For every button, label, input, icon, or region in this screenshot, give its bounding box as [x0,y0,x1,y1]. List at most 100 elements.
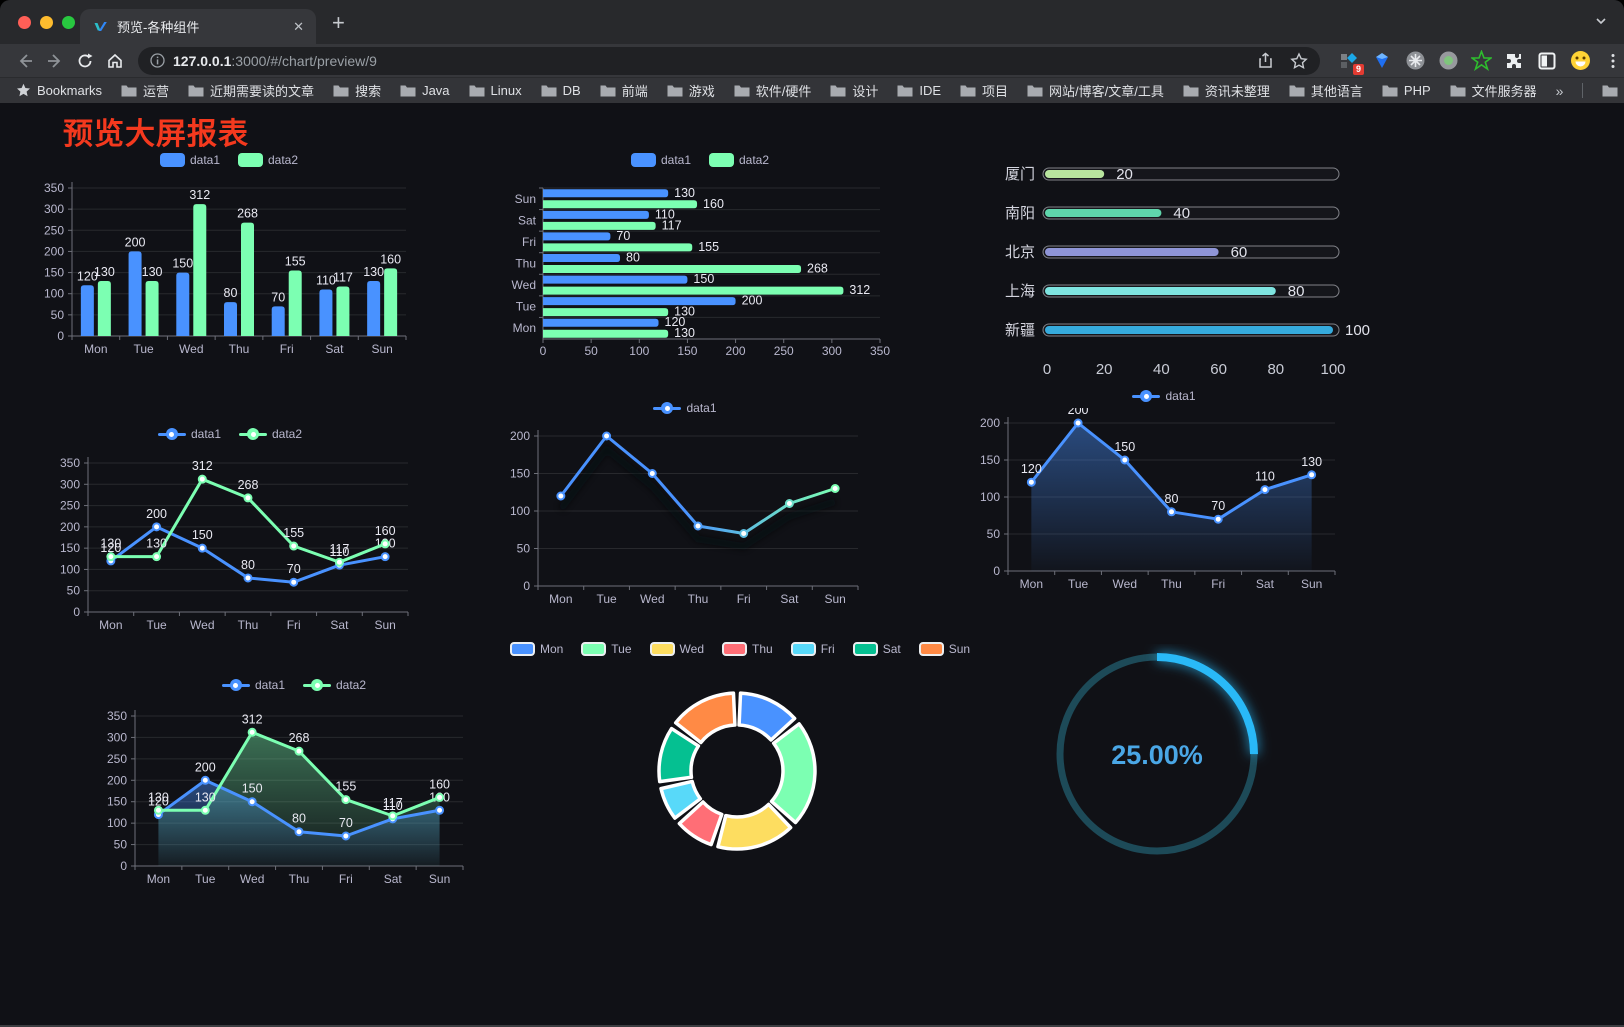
share-icon[interactable] [1257,52,1274,69]
bookmark-folder[interactable]: 网站/博客/文章/工具 [1027,81,1164,100]
minimize-window-button[interactable] [40,16,53,29]
svg-text:150: 150 [192,528,213,542]
bookmark-folder[interactable]: 搜索 [333,81,381,100]
legend-item[interactable]: data1 [630,153,691,167]
legend-item[interactable]: data2 [709,153,769,167]
legend-item[interactable]: data1 [653,401,717,415]
svg-text:200: 200 [195,760,216,774]
legend-item[interactable]: data1 [1132,389,1196,403]
bookmark-folder[interactable]: IDE [897,83,941,98]
address-bar[interactable]: 127.0.0.1:3000/#/chart/preview/9 [138,46,1320,75]
bookmark-folder[interactable]: 近期需要读的文章 [188,81,314,100]
legend-item[interactable]: Mon [509,642,563,656]
tab-search-chevron-icon[interactable] [1594,14,1608,33]
svg-text:40: 40 [1173,205,1190,222]
back-button[interactable] [10,47,40,75]
svg-text:Sun: Sun [429,872,450,886]
legend-item[interactable]: data1 [159,153,220,167]
svg-text:130: 130 [148,790,169,804]
svg-text:Thu: Thu [688,592,709,606]
bookmark-folder-label: 近期需要读的文章 [210,84,315,99]
svg-text:200: 200 [726,344,746,358]
svg-text:0: 0 [120,859,127,873]
legend-item[interactable]: Thu [722,642,773,656]
site-info-icon[interactable] [150,53,165,68]
legend-item[interactable]: Sat [852,642,901,656]
bookmark-folder[interactable]: PHP [1382,83,1431,98]
bookmarks-root[interactable]: Bookmarks [16,83,102,98]
star-extension-icon[interactable] [1470,50,1492,72]
svg-text:120: 120 [1021,462,1042,476]
svg-text:Sat: Sat [384,872,403,886]
other-bookmarks[interactable]: 其他书签 [1602,81,1624,100]
svg-text:Wed: Wed [190,618,214,632]
line-chart-area: data1 0 50 100 150 200 Mon Tue Wed Thu Fri Sat Sun 12… [975,386,1353,601]
reload-button[interactable] [70,47,100,75]
donut-pie-chart: Mon Tue Wed Thu Fri Sat Sun [509,639,970,891]
svg-text:130: 130 [100,537,121,551]
bookmark-folder[interactable]: 项目 [960,81,1008,100]
contrast-extension-icon[interactable] [1536,50,1558,72]
bookmark-folder-label: IDE [919,83,942,98]
svg-text:厦门: 厦门 [1005,166,1035,183]
snowflake-extension-icon[interactable] [1404,50,1426,72]
bookmark-folder[interactable]: 软件/硬件 [734,81,811,100]
record-extension-icon[interactable] [1437,50,1459,72]
browser-toolbar: 127.0.0.1:3000/#/chart/preview/9 9 [0,44,1624,77]
puzzle-extension-icon[interactable] [1503,50,1525,72]
svg-text:80: 80 [1267,361,1284,378]
svg-text:155: 155 [698,240,719,254]
svg-text:Mon: Mon [84,342,107,356]
svg-text:200: 200 [146,507,167,521]
emoji-extension-icon[interactable] [1569,50,1591,72]
extension-grid-icon[interactable]: 9 [1338,50,1364,75]
svg-text:80: 80 [241,558,255,572]
bookmark-folder[interactable]: Java [400,83,450,98]
svg-text:40: 40 [1153,361,1170,378]
svg-text:200: 200 [107,773,127,787]
svg-text:200: 200 [44,244,64,258]
home-button[interactable] [100,47,130,75]
folder-icon [1602,85,1618,97]
bookmark-folder-label: PHP [1403,83,1431,98]
bookmark-folder[interactable]: 运营 [121,81,169,100]
svg-text:Thu: Thu [229,342,250,356]
bookmark-folder[interactable]: 资讯未整理 [1183,81,1270,100]
svg-text:130: 130 [363,265,384,279]
legend-marker-icon [790,642,816,656]
close-window-button[interactable] [18,16,31,29]
new-tab-button[interactable]: + [332,10,345,35]
gem-extension-icon[interactable] [1371,50,1393,72]
forward-button[interactable] [40,47,70,75]
bookmark-folder[interactable]: 前端 [600,81,648,100]
legend-item[interactable]: Tue [581,642,632,656]
legend-item[interactable]: data2 [239,427,302,441]
legend-label: data2 [336,678,367,692]
bookmark-folder[interactable]: 文件服务器 [1450,81,1537,100]
bookmark-folder[interactable]: 设计 [830,81,878,100]
svg-text:130: 130 [195,790,216,804]
bookmark-folder[interactable]: 其他语言 [1289,81,1363,100]
folder-icon [1450,85,1466,97]
bookmark-folder[interactable]: DB [541,83,581,98]
bookmarks-overflow-chevron[interactable]: » [1555,82,1564,99]
legend-item[interactable]: data1 [221,678,285,692]
legend-item[interactable]: data2 [303,678,366,692]
browser-menu-icon[interactable] [1602,50,1624,72]
legend-item[interactable]: Wed [649,642,704,656]
legend-item[interactable]: Sun [918,642,970,656]
legend-item[interactable]: data2 [238,153,298,167]
tab-close-icon[interactable]: ✕ [293,18,304,34]
svg-text:120: 120 [148,795,169,809]
bar-chart-vertical: data1 data2 0 50 100 150 200 250 300 350 Mon Tue Wed… [40,150,418,369]
browser-tab[interactable]: 预览-各种组件 ✕ [80,9,316,44]
legend-label: data1 [190,427,221,441]
bookmark-folder[interactable]: Linux [469,83,522,98]
legend-item[interactable]: Fri [790,642,835,656]
svg-text:160: 160 [429,777,450,791]
svg-text:250: 250 [60,499,80,513]
zoom-window-button[interactable] [62,16,75,29]
bookmark-star-icon[interactable] [1290,51,1308,70]
legend-item[interactable]: data1 [157,427,221,441]
bookmark-folder[interactable]: 游戏 [667,81,715,100]
